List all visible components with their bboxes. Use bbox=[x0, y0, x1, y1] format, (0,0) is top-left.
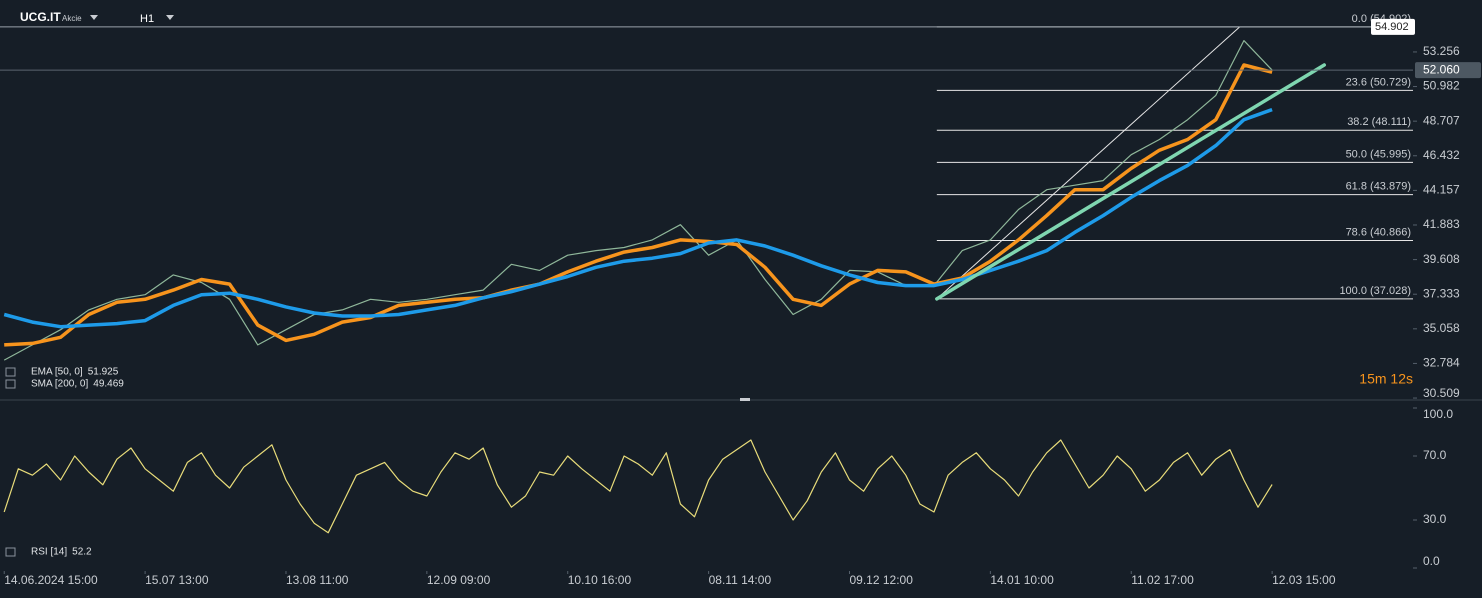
y-tick-label: 39.608 bbox=[1423, 252, 1460, 266]
fib-label: 100.0 (37.028) bbox=[1339, 285, 1411, 297]
y-tick-label: 35.058 bbox=[1423, 321, 1460, 335]
panel-resize-handle[interactable] bbox=[740, 398, 750, 401]
x-tick-label: 08.11 14:00 bbox=[709, 573, 772, 587]
legend-value: 49.469 bbox=[93, 379, 124, 390]
y-tick-label: 48.707 bbox=[1423, 113, 1460, 127]
countdown: 15m 12s bbox=[1359, 371, 1413, 387]
fib-label: 78.6 (40.866) bbox=[1346, 226, 1411, 238]
y-tick-label: 44.157 bbox=[1423, 183, 1460, 197]
x-tick-label: 14.01 10:00 bbox=[990, 573, 1054, 587]
y-tick-label: 100.0 bbox=[1423, 407, 1453, 421]
price-label: 54.902 bbox=[1375, 21, 1409, 33]
y-tick-label: 50.982 bbox=[1423, 79, 1460, 93]
x-tick-label: 14.06.2024 15:00 bbox=[4, 573, 98, 587]
legend-name: SMA [200, 0] bbox=[31, 379, 88, 390]
y-tick-label: 53.256 bbox=[1423, 44, 1460, 58]
symbol[interactable]: UCG.IT bbox=[20, 10, 61, 24]
y-tick-label: 30.0 bbox=[1423, 512, 1447, 526]
price-label: 52.060 bbox=[1423, 62, 1460, 76]
fib-label: 61.8 (43.879) bbox=[1346, 181, 1411, 193]
x-tick-label: 13.08 11:00 bbox=[286, 573, 349, 587]
y-tick-label: 30.509 bbox=[1423, 386, 1460, 400]
price-label-box bbox=[1415, 62, 1481, 79]
x-tick-label: 15.07 13:00 bbox=[145, 573, 209, 587]
y-tick-label: 41.883 bbox=[1423, 217, 1460, 231]
y-tick-label: 46.432 bbox=[1423, 148, 1460, 162]
y-tick-label: 0.0 bbox=[1423, 554, 1440, 568]
fib-label: 38.2 (48.111) bbox=[1347, 116, 1411, 128]
instrument-type: Akcie bbox=[62, 14, 82, 23]
y-tick-label: 70.0 bbox=[1423, 448, 1447, 462]
legend-icon bbox=[5, 379, 16, 389]
fib-label: 50.0 (45.995) bbox=[1346, 148, 1411, 160]
y-tick-label: 37.333 bbox=[1423, 286, 1460, 300]
indicator-line bbox=[3, 439, 1273, 534]
x-tick-label: 12.03 15:00 bbox=[1272, 573, 1336, 587]
indicator-line bbox=[3, 107, 1273, 329]
x-tick-label: 10.10 16:00 bbox=[568, 573, 632, 587]
fib-label: 23.6 (50.729) bbox=[1346, 76, 1411, 88]
price-label-box bbox=[1371, 18, 1415, 35]
trendline bbox=[935, 63, 1326, 301]
legend-name: RSI [14] bbox=[31, 547, 67, 558]
legend-value: 52.2 bbox=[72, 547, 92, 558]
y-tick-label: 32.784 bbox=[1423, 356, 1460, 370]
legend-name: EMA [50, 0] bbox=[31, 367, 83, 378]
x-tick-label: 11.02 17:00 bbox=[1131, 573, 1194, 587]
timeframe-dropdown[interactable] bbox=[166, 15, 174, 20]
legend-value: 51.925 bbox=[88, 367, 119, 378]
indicator-line bbox=[4, 63, 1273, 347]
timeframe[interactable]: H1 bbox=[140, 13, 154, 25]
legend-icon bbox=[5, 367, 16, 377]
fib-anchor bbox=[936, 26, 1241, 300]
x-tick-label: 09.12 12:00 bbox=[849, 573, 913, 587]
price-line bbox=[3, 40, 1273, 361]
legend-icon bbox=[5, 547, 16, 557]
x-tick-label: 12.09 09:00 bbox=[427, 573, 491, 587]
symbol-dropdown[interactable] bbox=[90, 15, 98, 20]
